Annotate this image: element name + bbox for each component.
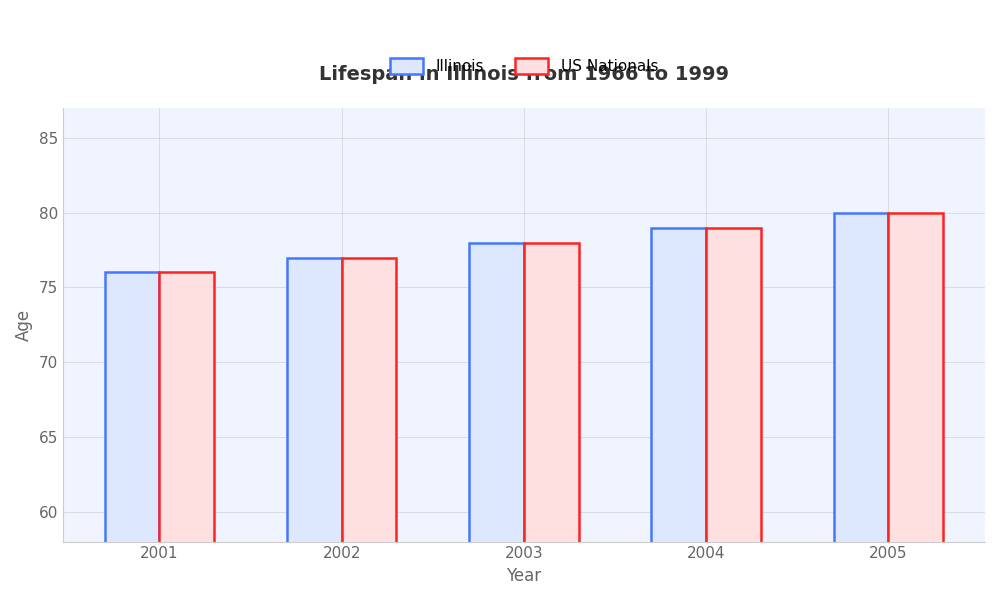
Y-axis label: Age: Age [15, 309, 33, 341]
Bar [159, 272, 214, 600]
Bar [651, 227, 706, 600]
Bar [287, 257, 342, 600]
Bar [469, 242, 524, 600]
X-axis label: Year: Year [506, 567, 541, 585]
Bar [524, 242, 579, 600]
Bar [706, 227, 761, 600]
Legend: Illinois, US Nationals: Illinois, US Nationals [382, 50, 666, 82]
Bar [834, 212, 888, 600]
Bar [888, 212, 943, 600]
Title: Lifespan in Illinois from 1966 to 1999: Lifespan in Illinois from 1966 to 1999 [319, 65, 729, 84]
Bar [342, 257, 396, 600]
Bar [105, 272, 159, 600]
